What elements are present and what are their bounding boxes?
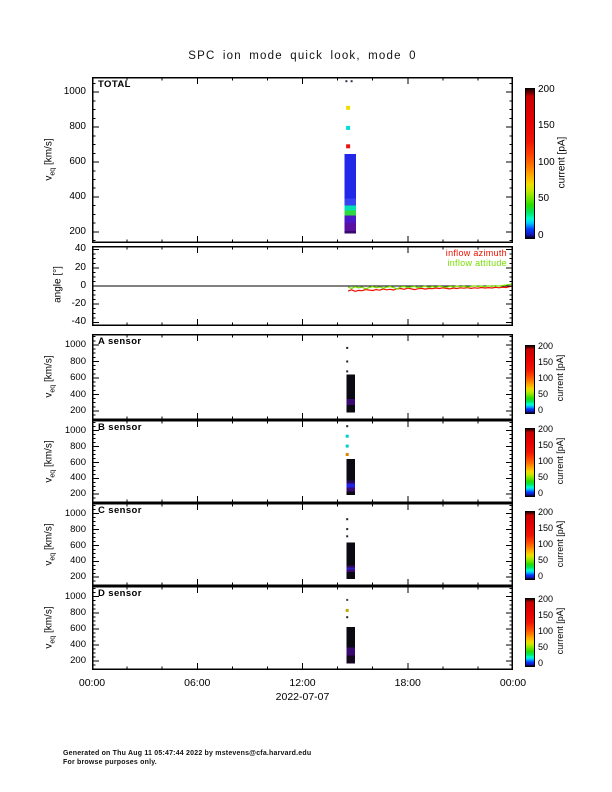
d-sensor-y-axis-title: veq [km/s] [43, 606, 57, 649]
colorbar-total-tick-label: 150 [538, 120, 555, 132]
plot-title: SPC ion mode quick look, mode 0 [188, 50, 417, 62]
colorbar-c-sensor-title: current [pA] [555, 520, 565, 567]
footer-generated-line: Generated on Thu Aug 11 05:47:44 2022 by… [63, 750, 312, 757]
total-y-tick-label: 800 [69, 120, 86, 132]
a-sensor-plot-area [92, 334, 513, 420]
total-y-tick-label: 1000 [63, 85, 86, 97]
d-sensor-y-tick-label: 200 [70, 655, 86, 667]
colorbar-a-sensor-tick-label: 50 [538, 389, 549, 400]
b-sensor-y-tick-label: 400 [70, 472, 86, 484]
colorbar-c-sensor-tick-label: 150 [538, 523, 554, 534]
colorbar-b-sensor-tick-label: 50 [538, 472, 549, 483]
d-sensor-y-tick-label: 800 [70, 606, 86, 618]
angle-legend-inflow-azimuth: inflow azimuth [445, 248, 507, 258]
panel-b-sensor [92, 420, 513, 503]
angle-y-tick-label: 40 [74, 243, 86, 255]
x-axis-tick-label: 00:00 [499, 677, 527, 689]
colorbar-c-sensor-tick-label: 100 [538, 539, 554, 550]
angle-y-tick-label: -20 [71, 297, 86, 309]
x-axis-tick-label: 00:00 [78, 677, 106, 689]
colorbar-a-sensor [525, 345, 535, 414]
panel-angle [92, 246, 513, 326]
footer-browse-line: For browse purposes only. [63, 758, 157, 766]
a-sensor-panel-label: A sensor [98, 336, 142, 347]
colorbar-total-tick-label: 50 [538, 193, 550, 205]
d-sensor-y-tick-label: 600 [70, 623, 86, 635]
colorbar-d-sensor-tick-label: 150 [538, 610, 554, 621]
angle-y-tick-label: 20 [74, 261, 86, 273]
colorbar-b-sensor [525, 428, 535, 497]
c-sensor-y-tick-label: 1000 [64, 507, 86, 519]
c-sensor-plot-area [92, 503, 513, 586]
b-sensor-y-tick-label: 600 [70, 456, 86, 468]
total-y-tick-label: 600 [69, 155, 86, 167]
a-sensor-y-tick-label: 200 [70, 405, 86, 417]
c-sensor-panel-label: C sensor [98, 505, 142, 516]
colorbar-b-sensor-tick-label: 150 [538, 440, 554, 451]
d-sensor-panel-label: D sensor [98, 588, 142, 599]
colorbar-b-sensor-tick-label: 200 [538, 424, 554, 435]
colorbar-d-sensor-title: current [pA] [555, 607, 565, 654]
colorbar-a-sensor-tick-label: 150 [538, 357, 554, 368]
panel-d-sensor [92, 586, 513, 670]
panel-c-sensor [92, 503, 513, 586]
c-sensor-y-tick-label: 400 [70, 555, 86, 567]
angle-plot-area [92, 246, 513, 326]
footer: Generated on Thu Aug 11 05:47:44 2022 by… [63, 750, 311, 767]
b-sensor-panel-label: B sensor [98, 422, 142, 433]
b-sensor-plot-area [92, 420, 513, 503]
a-sensor-y-tick-label: 400 [70, 388, 86, 400]
c-sensor-y-tick-label: 600 [70, 539, 86, 551]
colorbar-total-tick-label: 0 [538, 229, 544, 241]
d-sensor-y-tick-label: 1000 [64, 590, 86, 602]
colorbar-b-sensor-tick-label: 0 [538, 488, 544, 499]
colorbar-d-sensor-tick-label: 50 [538, 642, 549, 653]
colorbar-a-sensor-tick-label: 200 [538, 341, 554, 352]
panel-a-sensor [92, 334, 513, 420]
total-panel-label: TOTAL [98, 79, 131, 90]
a-sensor-y-tick-label: 800 [70, 355, 86, 367]
c-sensor-y-tick-label: 200 [70, 571, 86, 583]
colorbar-b-sensor-tick-label: 100 [538, 456, 554, 467]
total-y-tick-label: 200 [69, 225, 86, 237]
angle-legend-inflow-attitude: inflow attitude [447, 257, 507, 268]
colorbar-total-title: current [pA] [556, 136, 568, 188]
colorbar-d-sensor-tick-label: 200 [538, 594, 554, 605]
b-sensor-y-tick-label: 800 [70, 440, 86, 452]
panel-total [92, 77, 513, 243]
colorbar-c-sensor [525, 511, 535, 580]
total-y-axis-title: veq [km/s] [43, 138, 57, 181]
total-plot-area [92, 77, 513, 243]
angle-y-tick-label: 0 [80, 279, 86, 291]
colorbar-c-sensor-tick-label: 50 [538, 555, 549, 566]
c-sensor-y-tick-label: 800 [70, 523, 86, 535]
colorbar-a-sensor-tick-label: 100 [538, 373, 554, 384]
x-axis-tick-label: 12:00 [289, 677, 316, 689]
colorbar-c-sensor-tick-label: 0 [538, 571, 544, 582]
colorbar-d-sensor-tick-label: 0 [538, 658, 544, 669]
d-sensor-plot-area [92, 586, 513, 670]
b-sensor-y-tick-label: 200 [70, 488, 86, 500]
x-axis-tick-label: 06:00 [184, 677, 211, 689]
colorbar-c-sensor-tick-label: 200 [538, 507, 554, 518]
total-y-tick-label: 400 [69, 190, 86, 202]
colorbar-total-tick-label: 100 [538, 156, 555, 168]
angle-y-tick-label: -40 [71, 316, 86, 328]
colorbar-d-sensor [525, 598, 535, 667]
d-sensor-y-tick-label: 400 [70, 639, 86, 651]
x-axis-date-label: 2022-07-07 [275, 691, 330, 703]
colorbar-total-tick-label: 200 [538, 83, 555, 95]
a-sensor-y-tick-label: 1000 [64, 339, 86, 351]
x-axis-tick-label: 18:00 [394, 677, 421, 689]
a-sensor-y-tick-label: 600 [70, 372, 86, 384]
colorbar-total [525, 88, 535, 239]
colorbar-a-sensor-tick-label: 0 [538, 405, 544, 416]
colorbar-d-sensor-tick-label: 100 [538, 626, 554, 637]
b-sensor-y-tick-label: 1000 [64, 424, 86, 436]
